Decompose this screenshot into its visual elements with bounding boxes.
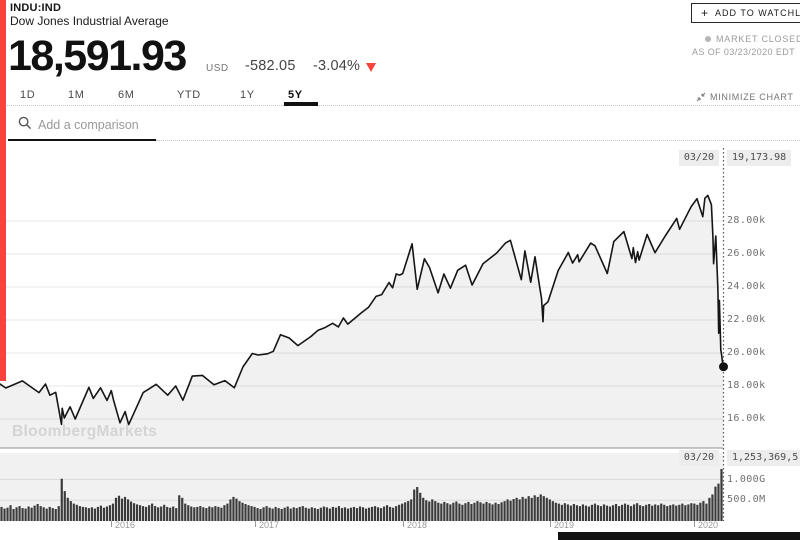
selected-tab-underline <box>284 102 318 106</box>
year-tick-mark <box>550 521 551 527</box>
add-to-watchlist-button[interactable]: + ADD TO WATCHLIST <box>691 3 800 23</box>
watchlist-label: ADD TO WATCHLIST <box>715 8 800 18</box>
market-status-label: MARKET CLOSED <box>716 34 800 44</box>
year-tick-mark <box>403 521 404 527</box>
year-tick-label: 2020 <box>694 520 718 530</box>
price-tick-label: 26.00k <box>727 248 766 259</box>
as-of-timestamp: AS OF 03/23/2020 EDT <box>692 47 796 57</box>
crosshair-date-price: 03/20 <box>678 150 719 166</box>
search-row-divider <box>156 140 800 141</box>
year-tick-mark <box>111 521 112 527</box>
price-change-percent: -3.04% <box>313 58 361 74</box>
year-tick-mark <box>694 521 695 527</box>
bloomberg-watermark: BloombergMarkets <box>12 423 158 440</box>
tab-range-6m[interactable]: 6M <box>118 89 135 101</box>
crosshair-volume-value: 1,253,369,5 <box>727 450 800 466</box>
price-tick-label: 16.00k <box>727 413 766 424</box>
last-price: 18,591.93 <box>8 32 187 80</box>
crosshair-price-value: 19,173.98 <box>727 150 792 166</box>
market-status: MARKET CLOSED <box>705 34 800 44</box>
tabs-divider <box>0 105 800 106</box>
price-tick-label: 20.00k <box>727 347 766 358</box>
volume-tick-label: 1.000G <box>727 473 766 485</box>
minimize-chart-button[interactable]: MINIMIZE CHART <box>696 92 794 102</box>
volume-tick-label: 500.0M <box>727 494 766 506</box>
price-tick-label: 22.00k <box>727 314 766 325</box>
comparison-input-underline <box>8 139 156 141</box>
tab-range-1m[interactable]: 1M <box>68 89 85 101</box>
year-tick-mark <box>255 521 256 527</box>
down-arrow-icon <box>366 63 376 72</box>
search-icon <box>18 116 32 130</box>
price-change: -582.05 <box>245 58 296 74</box>
add-comparison-input[interactable] <box>38 114 258 136</box>
price-tick-label: 18.00k <box>727 380 766 391</box>
price-tick-label: 28.00k <box>727 215 766 226</box>
tab-range-5y-selected[interactable]: 5Y <box>288 89 303 101</box>
ticker-symbol: INDU:IND <box>10 2 62 14</box>
tab-range-1d[interactable]: 1D <box>20 89 36 101</box>
red-accent-bar <box>0 0 6 381</box>
year-tick-label: 2017 <box>255 520 279 530</box>
market-status-dot-icon <box>705 36 711 42</box>
year-tick-label: 2018 <box>403 520 427 530</box>
price-tick-label: 24.00k <box>727 281 766 292</box>
plus-icon: + <box>701 6 710 20</box>
currency-label: USD <box>206 63 229 74</box>
minimize-icon <box>696 92 706 102</box>
year-tick-label: 2019 <box>550 520 574 530</box>
security-name: Dow Jones Industrial Average <box>10 14 169 28</box>
footer-bar <box>558 532 800 540</box>
crosshair-date-volume: 03/20 <box>678 450 719 466</box>
year-tick-label: 2016 <box>111 520 135 530</box>
tab-range-ytd[interactable]: YTD <box>177 89 201 101</box>
tab-range-1y[interactable]: 1Y <box>240 89 255 101</box>
minimize-chart-label: MINIMIZE CHART <box>710 92 794 102</box>
